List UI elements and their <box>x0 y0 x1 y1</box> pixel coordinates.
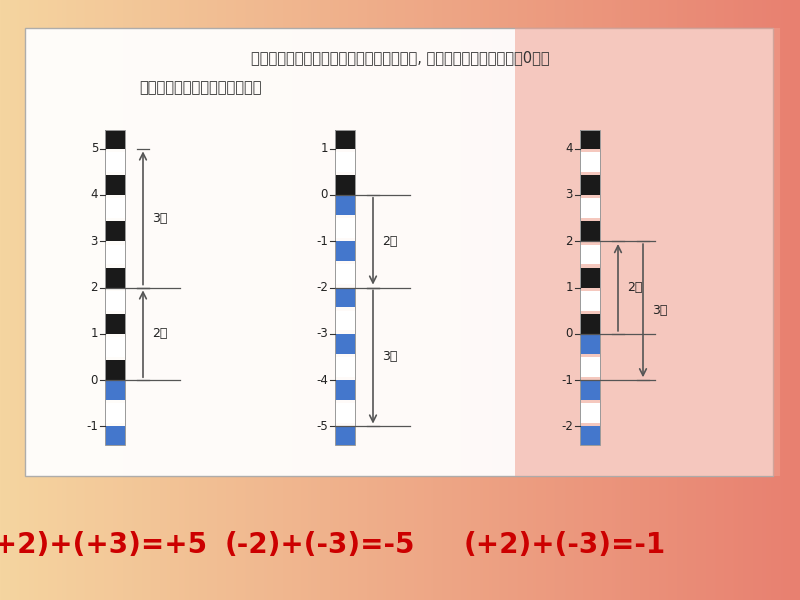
Text: -1: -1 <box>86 420 98 433</box>
Text: 海水上升记为正，下降记为负．: 海水上升记为正，下降记为负． <box>138 80 262 95</box>
Bar <box>580 130 600 445</box>
Text: 海上钻井平台每天都要记录潮汐涨落的情况, 假设海水的初始水位记为0米，: 海上钻井平台每天都要记录潮汐涨落的情况, 假设海水的初始水位记为0米， <box>250 50 550 65</box>
Text: 2米: 2米 <box>627 281 642 294</box>
Bar <box>105 175 125 195</box>
Text: 1: 1 <box>90 328 98 340</box>
Bar <box>580 380 600 400</box>
Bar <box>580 245 600 265</box>
Bar <box>105 199 125 218</box>
Bar <box>335 175 355 195</box>
Bar <box>580 268 600 287</box>
Bar <box>580 130 600 149</box>
Text: -1: -1 <box>561 374 573 386</box>
Bar <box>105 245 125 265</box>
Bar <box>105 337 125 357</box>
Bar <box>335 357 355 377</box>
Text: 4: 4 <box>90 188 98 202</box>
Text: -4: -4 <box>316 374 328 386</box>
Text: 1: 1 <box>566 281 573 294</box>
Text: (+2)+(+3)=+5: (+2)+(+3)=+5 <box>0 531 208 559</box>
Bar <box>580 334 600 353</box>
Text: 4: 4 <box>566 142 573 155</box>
Bar <box>105 314 125 334</box>
Bar <box>580 221 600 241</box>
Bar <box>105 221 125 241</box>
Bar <box>335 311 355 331</box>
Bar <box>580 357 600 377</box>
Bar <box>105 268 125 287</box>
Bar <box>105 427 125 445</box>
Bar <box>25 28 773 476</box>
Bar <box>335 130 355 149</box>
Bar <box>335 218 355 238</box>
Bar <box>105 380 125 400</box>
Text: 0: 0 <box>566 328 573 340</box>
Bar <box>105 403 125 423</box>
Bar <box>335 380 355 400</box>
Text: -2: -2 <box>316 281 328 294</box>
Text: (-2)+(-3)=-5: (-2)+(-3)=-5 <box>225 531 415 559</box>
Text: 3: 3 <box>566 188 573 202</box>
Bar <box>335 130 355 445</box>
Bar <box>335 334 355 353</box>
Bar <box>335 265 355 284</box>
Text: (+2)+(-3)=-1: (+2)+(-3)=-1 <box>464 531 666 559</box>
Bar <box>580 291 600 311</box>
Text: 3米: 3米 <box>382 350 398 364</box>
Bar <box>335 195 355 215</box>
Text: 2米: 2米 <box>382 235 398 248</box>
Text: -5: -5 <box>316 420 328 433</box>
Text: 1: 1 <box>321 142 328 155</box>
Bar <box>580 403 600 423</box>
Text: 5: 5 <box>90 142 98 155</box>
Bar <box>105 130 125 445</box>
Bar <box>335 287 355 307</box>
Text: 3米: 3米 <box>152 212 167 224</box>
Text: 2: 2 <box>566 235 573 248</box>
Bar <box>580 314 600 334</box>
Text: 2米: 2米 <box>152 328 167 340</box>
Bar <box>580 175 600 195</box>
Bar <box>335 427 355 445</box>
Bar <box>105 152 125 172</box>
Bar <box>580 152 600 172</box>
Text: 0: 0 <box>321 188 328 202</box>
Text: -1: -1 <box>316 235 328 248</box>
Bar <box>335 403 355 423</box>
Bar <box>335 152 355 172</box>
Text: 0: 0 <box>90 374 98 386</box>
Text: -3: -3 <box>316 328 328 340</box>
Bar <box>105 130 125 149</box>
Bar <box>515 28 780 476</box>
Bar <box>105 291 125 311</box>
Text: 2: 2 <box>90 281 98 294</box>
Text: 3米: 3米 <box>652 304 667 317</box>
Text: -2: -2 <box>561 420 573 433</box>
Bar <box>335 241 355 261</box>
Bar <box>580 199 600 218</box>
Bar <box>580 427 600 445</box>
Text: 3: 3 <box>90 235 98 248</box>
Bar <box>105 361 125 380</box>
